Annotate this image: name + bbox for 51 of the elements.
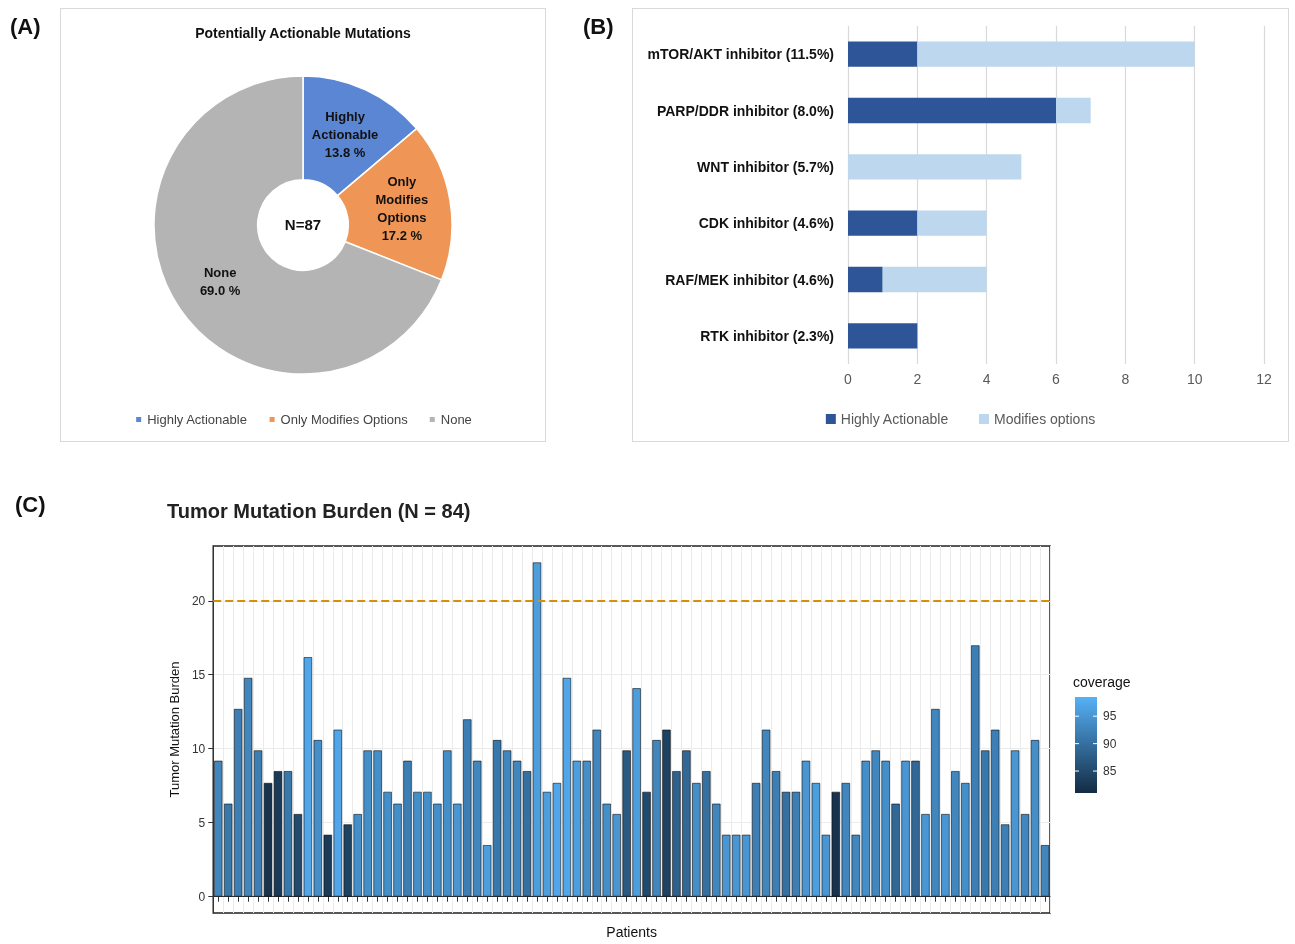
y-tick-label: RAF/MEK inhibitor (4.6%) bbox=[665, 271, 834, 288]
legend-label: None bbox=[440, 412, 472, 427]
y-tick-label: 10 bbox=[191, 741, 206, 756]
bar bbox=[848, 41, 918, 67]
chart-title: Tumor Mutation Burden (N = 84) bbox=[167, 500, 471, 522]
bar bbox=[848, 266, 883, 293]
y-tick-label: CDK inhibitor (4.6%) bbox=[698, 215, 834, 232]
y-tick-label: 20 bbox=[191, 593, 206, 608]
text: (B) bbox=[583, 14, 614, 40]
y-tick-label: mTOR/AKT inhibitor (11.5%) bbox=[647, 46, 834, 63]
data-label: 13.8 % bbox=[324, 144, 366, 160]
data-label: 17.2 % bbox=[381, 228, 423, 244]
bar bbox=[848, 154, 1022, 180]
slice-label: None bbox=[203, 264, 237, 280]
legend-label: Highly Actionable bbox=[147, 412, 247, 427]
bar bbox=[882, 266, 987, 293]
x-tick-label: 12 bbox=[1256, 371, 1272, 387]
y-tick-label: 0 bbox=[198, 889, 206, 904]
chart-title: Potentially Actionable Mutations bbox=[195, 25, 412, 41]
x-tick-label: 4 bbox=[982, 371, 991, 387]
y-tick-label: PARP/DDR inhibitor (8.0%) bbox=[656, 102, 834, 119]
bar bbox=[917, 41, 1195, 67]
x-tick-label: 2 bbox=[913, 371, 922, 387]
color-bar-title: coverage bbox=[1073, 674, 1131, 690]
legend-label: Highly Actionable bbox=[840, 411, 949, 427]
y-tick-label: 5 bbox=[198, 815, 206, 830]
y-axis-title: Tumor Mutation Burden bbox=[167, 661, 182, 798]
y-tick-label: 15 bbox=[191, 667, 206, 682]
x-tick-label: 8 bbox=[1121, 371, 1130, 387]
slice-label: Highly Actionable bbox=[311, 108, 379, 142]
color-bar-label: 95 bbox=[1103, 709, 1117, 724]
x-axis-title: Patients bbox=[606, 924, 657, 940]
text: (A) bbox=[10, 14, 41, 40]
text: (C) bbox=[15, 492, 46, 518]
text: N=87 bbox=[284, 216, 322, 233]
data-label: 69.0 % bbox=[199, 282, 241, 298]
x-tick-label: 10 bbox=[1186, 371, 1203, 387]
x-tick-label: 6 bbox=[1052, 371, 1061, 387]
legend-label: Modifies options bbox=[994, 411, 1096, 427]
x-tick-label: 0 bbox=[844, 371, 853, 387]
bar bbox=[1056, 97, 1091, 124]
bar bbox=[848, 323, 918, 349]
slice-label: Only Modifies Options bbox=[375, 174, 429, 226]
bar bbox=[917, 210, 987, 236]
color-bar-label: 85 bbox=[1103, 764, 1117, 779]
y-tick-label: WNT inhibitor (5.7%) bbox=[697, 158, 834, 175]
y-tick-label: RTK inhibitor (2.3%) bbox=[700, 327, 834, 344]
bar bbox=[848, 97, 1056, 124]
legend-label: Only Modifies Options bbox=[280, 412, 409, 427]
bar bbox=[848, 210, 918, 236]
color-bar-label: 90 bbox=[1103, 736, 1117, 751]
